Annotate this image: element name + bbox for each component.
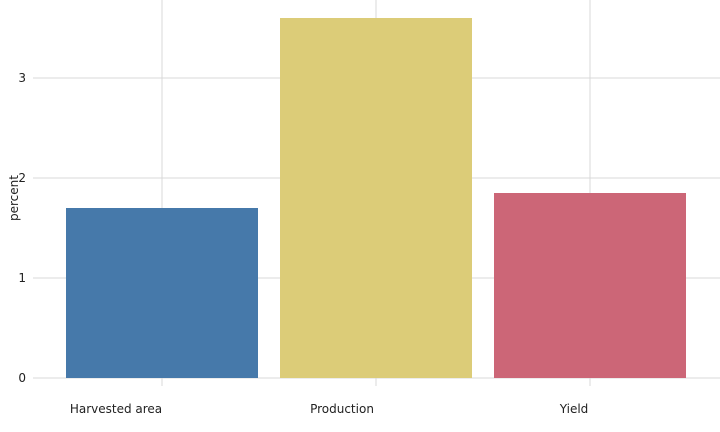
y-tick-label: 3 (18, 71, 26, 85)
y-tick-label: 2 (18, 171, 26, 185)
y-tick-label: 0 (18, 371, 26, 385)
x-tick-label: Yield (559, 402, 589, 416)
y-axis-title: percent (7, 175, 21, 221)
x-tick-label: Production (310, 402, 374, 416)
x-axis-ticks: Harvested area Production Yield (70, 402, 588, 416)
bar-harvested-area (66, 208, 258, 378)
bar-production (280, 18, 472, 378)
y-tick-label: 1 (18, 271, 26, 285)
y-axis-ticks: 0 1 2 3 (18, 71, 26, 385)
bar-yield (494, 193, 686, 378)
bars (66, 18, 686, 378)
x-tick-label: Harvested area (70, 402, 162, 416)
